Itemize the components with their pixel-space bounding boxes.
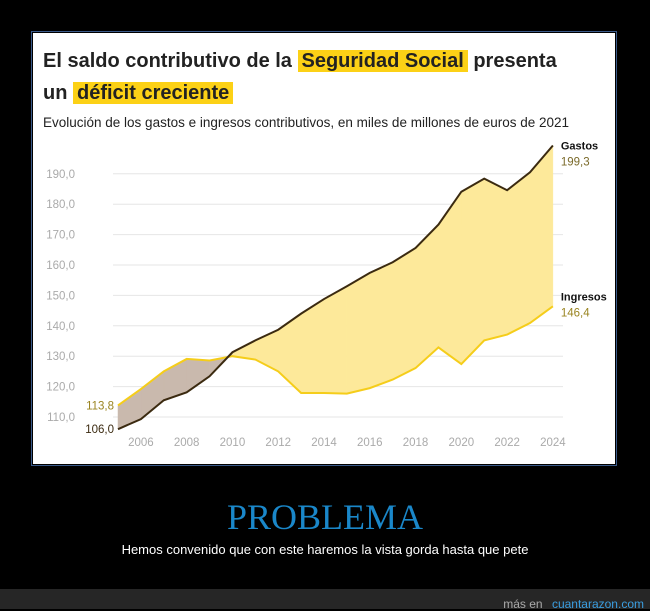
series-label-ingresos: Ingresos [561,291,607,303]
deficit-area [346,272,371,394]
chart-card: El saldo contributivo de la Seguridad So… [31,31,617,466]
footer-bar: más en cuantarazon.com [0,589,650,611]
footer-text: más en [503,597,543,611]
data-label: 113,8 [86,400,114,412]
surplus-area [140,370,165,420]
y-tick-label: 150,0 [46,290,75,302]
deficit-area [323,285,348,394]
y-tick-label: 190,0 [46,169,75,181]
y-tick-label: 130,0 [46,351,75,363]
series-line-gastos [117,144,554,431]
x-tick-label: 2012 [265,437,291,449]
data-label: 199,3 [561,157,590,169]
y-tick-label: 120,0 [46,382,75,394]
x-tick-label: 2008 [174,437,200,449]
deficit-area [461,178,485,365]
x-tick-label: 2006 [128,437,154,449]
deficit-area [529,144,554,324]
deficit-area [369,261,393,389]
chart-subtitle: Evolución de los gastos e ingresos contr… [43,115,570,130]
site-link[interactable]: cuantarazon.com [551,597,644,611]
title-highlight: déficit creciente [73,82,234,104]
deficit-area [506,171,531,336]
caption-title: PROBLEMA [226,497,424,537]
line-chart: 110,0 120,0 130,0 140,0 150,0 160,0 170,0 180,0… [46,141,607,449]
x-tick-label: 2014 [311,437,337,449]
deficit-area [415,223,439,369]
x-tick-label: 2018 [403,437,429,449]
data-label: 146,4 [561,307,590,319]
x-tick-label: 2024 [540,437,566,449]
y-tick-label: 140,0 [46,321,75,333]
series-label-gastos: Gastos [561,141,598,153]
series-line-ingresos [117,305,554,407]
deficit-area [300,298,325,394]
data-label: 106,0 [85,424,114,436]
deficit-area [392,247,416,381]
y-tick-label: 110,0 [47,412,75,424]
y-tick-label: 170,0 [46,230,75,242]
title-highlight: Seguridad Social [297,50,468,72]
x-tick-label: 2016 [357,437,383,449]
x-tick-label: 2022 [494,437,520,449]
x-tick-label: 2010 [220,437,246,449]
y-tick-label: 160,0 [46,260,75,272]
y-tick-label: 180,0 [46,199,75,211]
title-text: presenta [473,50,557,72]
chart-title: El saldo contributivo de la Seguridad So… [43,45,557,109]
surplus-area [186,358,210,393]
caption-description: Hemos convenido que con este haremos la … [121,542,529,557]
title-text: un [43,82,68,104]
x-tick-label: 2020 [449,437,475,449]
deficit-area [483,178,508,341]
deficit-area [438,190,462,365]
title-text: El saldo contributivo de la [43,50,292,72]
